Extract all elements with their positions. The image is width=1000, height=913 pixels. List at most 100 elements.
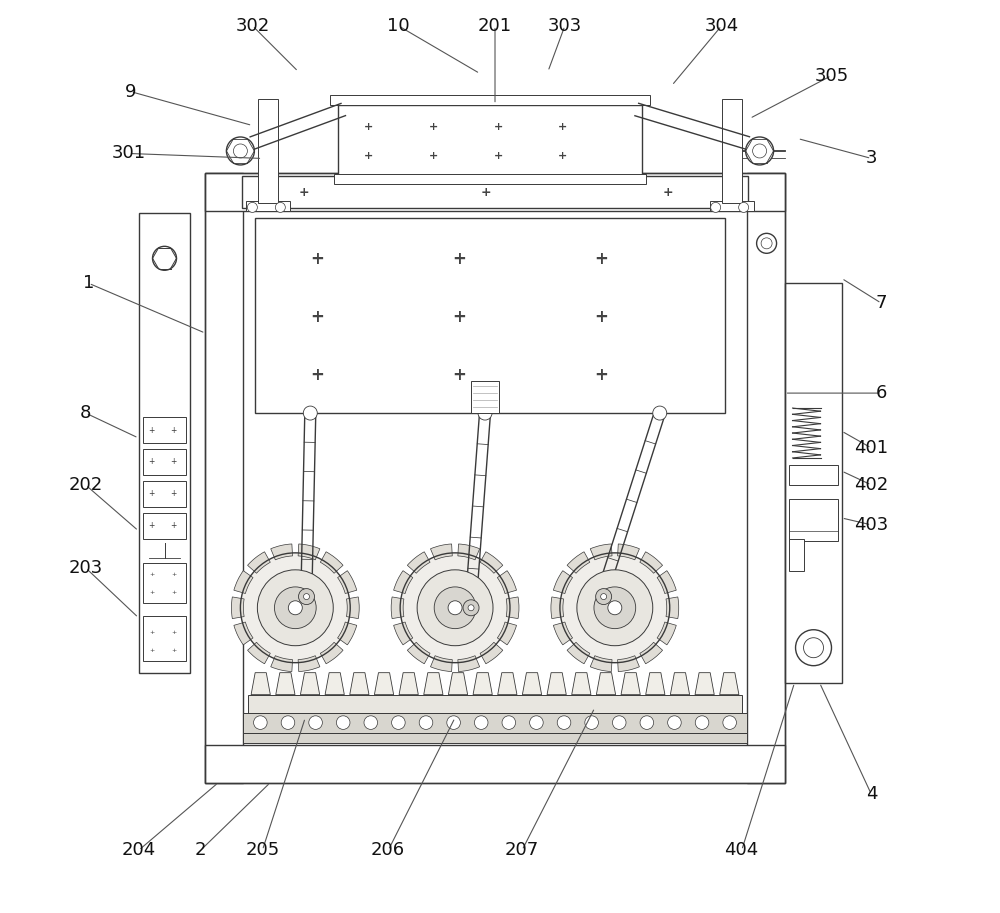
Text: 205: 205 bbox=[245, 842, 279, 859]
Circle shape bbox=[557, 716, 571, 729]
Bar bbox=[471, 381, 499, 413]
Bar bbox=[143, 615, 186, 661]
Text: +: + bbox=[594, 250, 608, 268]
Text: 201: 201 bbox=[478, 16, 512, 35]
Bar bbox=[258, 99, 278, 204]
Text: 10: 10 bbox=[387, 16, 409, 35]
Text: 203: 203 bbox=[69, 559, 103, 577]
Text: +: + bbox=[148, 425, 155, 435]
Wedge shape bbox=[248, 551, 270, 573]
Polygon shape bbox=[522, 673, 542, 695]
Wedge shape bbox=[458, 544, 480, 560]
Text: +: + bbox=[149, 648, 154, 653]
Text: +: + bbox=[558, 121, 568, 131]
Circle shape bbox=[746, 137, 774, 165]
Polygon shape bbox=[374, 673, 394, 695]
Polygon shape bbox=[251, 673, 270, 695]
Text: +: + bbox=[171, 572, 176, 577]
Bar bbox=[255, 218, 725, 413]
Text: 3: 3 bbox=[866, 150, 877, 167]
Bar bbox=[143, 481, 186, 507]
Text: 2: 2 bbox=[195, 842, 206, 859]
Text: +: + bbox=[428, 152, 438, 162]
Wedge shape bbox=[657, 622, 676, 645]
Circle shape bbox=[254, 716, 267, 729]
Bar bbox=[205, 173, 785, 212]
Bar bbox=[139, 214, 190, 673]
Wedge shape bbox=[231, 597, 244, 619]
Polygon shape bbox=[547, 673, 566, 695]
Wedge shape bbox=[497, 622, 517, 645]
Text: 1: 1 bbox=[83, 274, 94, 292]
Text: +: + bbox=[148, 457, 155, 467]
Text: 305: 305 bbox=[814, 67, 849, 85]
Circle shape bbox=[275, 203, 285, 213]
Bar bbox=[747, 173, 785, 782]
Circle shape bbox=[640, 716, 654, 729]
Circle shape bbox=[653, 406, 667, 420]
Text: +: + bbox=[149, 572, 154, 577]
Circle shape bbox=[336, 716, 350, 729]
Text: +: + bbox=[148, 521, 155, 530]
Text: +: + bbox=[171, 591, 176, 595]
Wedge shape bbox=[298, 544, 320, 560]
Bar bbox=[789, 539, 804, 571]
Text: +: + bbox=[452, 250, 466, 268]
Wedge shape bbox=[567, 642, 590, 664]
Circle shape bbox=[739, 203, 749, 213]
Circle shape bbox=[400, 553, 510, 663]
Circle shape bbox=[723, 716, 736, 729]
Wedge shape bbox=[320, 551, 343, 573]
Wedge shape bbox=[394, 622, 413, 645]
Wedge shape bbox=[506, 597, 519, 619]
Circle shape bbox=[474, 716, 488, 729]
Bar bbox=[143, 449, 186, 475]
Text: +: + bbox=[364, 121, 373, 131]
Circle shape bbox=[226, 137, 254, 165]
Text: +: + bbox=[170, 425, 177, 435]
Wedge shape bbox=[320, 642, 343, 664]
Bar bbox=[143, 417, 186, 443]
Wedge shape bbox=[618, 544, 639, 560]
Wedge shape bbox=[640, 551, 663, 573]
Text: 402: 402 bbox=[854, 476, 889, 494]
Text: +: + bbox=[558, 152, 568, 162]
Bar bbox=[243, 713, 747, 732]
Text: +: + bbox=[493, 121, 503, 131]
Wedge shape bbox=[271, 544, 293, 560]
Text: +: + bbox=[662, 186, 673, 199]
Wedge shape bbox=[338, 571, 357, 593]
Text: +: + bbox=[310, 366, 324, 384]
Text: +: + bbox=[170, 457, 177, 467]
Text: +: + bbox=[171, 648, 176, 653]
Wedge shape bbox=[480, 642, 503, 664]
Bar bbox=[143, 562, 186, 603]
Wedge shape bbox=[618, 656, 639, 672]
Text: +: + bbox=[310, 250, 324, 268]
Circle shape bbox=[668, 716, 681, 729]
Wedge shape bbox=[458, 656, 480, 672]
Circle shape bbox=[478, 406, 492, 420]
Wedge shape bbox=[590, 656, 612, 672]
Text: 206: 206 bbox=[371, 842, 405, 859]
Polygon shape bbox=[276, 673, 295, 695]
Circle shape bbox=[392, 716, 405, 729]
Circle shape bbox=[303, 593, 309, 600]
Text: 401: 401 bbox=[854, 439, 888, 457]
Polygon shape bbox=[473, 673, 492, 695]
Text: 207: 207 bbox=[505, 842, 539, 859]
Polygon shape bbox=[621, 673, 640, 695]
Circle shape bbox=[257, 570, 333, 645]
Text: 6: 6 bbox=[876, 384, 887, 402]
Bar bbox=[330, 95, 650, 104]
Circle shape bbox=[796, 630, 831, 666]
Text: 9: 9 bbox=[125, 82, 136, 100]
Wedge shape bbox=[430, 656, 452, 672]
Wedge shape bbox=[338, 622, 357, 645]
Bar bbox=[205, 745, 785, 782]
Circle shape bbox=[274, 587, 316, 629]
Polygon shape bbox=[646, 673, 665, 695]
Text: 304: 304 bbox=[705, 16, 739, 35]
Circle shape bbox=[585, 716, 598, 729]
Bar bbox=[722, 99, 742, 204]
